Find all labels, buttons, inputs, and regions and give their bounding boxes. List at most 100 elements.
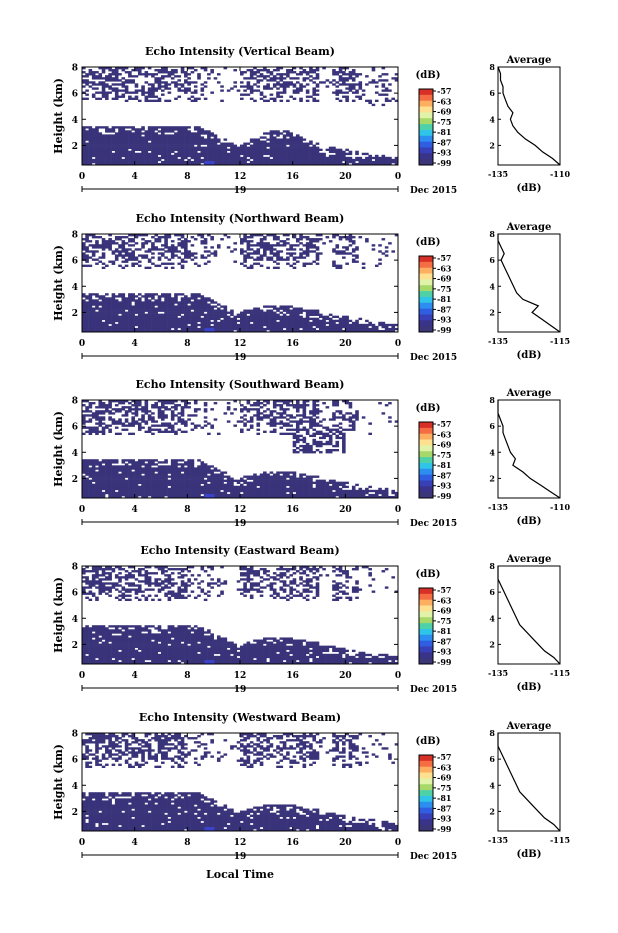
echo-cell [85,89,89,91]
echo-cell [128,320,132,322]
echo-cell [85,126,89,128]
echo-cell [138,476,142,478]
echo-cell [89,145,93,147]
echo-cell [243,71,247,73]
echo-cell [355,159,359,161]
echo-cell [171,161,175,163]
echo-cell [168,326,172,328]
echo-cell [385,328,389,330]
echo-cell [174,465,178,467]
echo-cell [145,310,149,312]
echo-cell [270,314,274,316]
echo-cell [112,461,116,463]
echo-cell [201,132,205,134]
echo-cell [210,157,214,159]
echo-cell [349,159,353,161]
echo-cell [191,96,195,98]
echo-cell [122,488,126,490]
echo-cell [135,465,139,467]
echo-cell [115,155,119,157]
echo-cell [105,474,109,476]
echo-cell [276,494,280,496]
echo-cell [335,161,339,163]
echo-cell [112,328,116,330]
echo-cell [187,240,191,242]
echo-cell [273,244,277,246]
echo-cell [92,299,96,301]
echo-cell [224,308,228,310]
echo-cell [122,89,126,91]
echo-cell [181,153,185,155]
echo-cell [187,308,191,310]
echo-cell [289,471,293,473]
echo-cell [125,484,129,486]
echo-cell [217,159,221,161]
echo-cell [135,488,139,490]
echo-cell [158,149,162,151]
echo-cell [187,494,191,496]
echo-cell [224,490,228,492]
echo-cell [329,149,333,151]
echo-cell [296,316,300,318]
echo-cell [102,316,106,318]
echo-cell [138,161,142,163]
echo-cell [388,157,392,159]
echo-cell [355,326,359,328]
echo-cell [82,98,86,100]
colorbar-tick-label: -81 [437,127,451,137]
echo-cell [122,267,126,269]
echo-cell [332,236,336,238]
echo-cell [125,147,129,149]
echo-cell [276,322,280,324]
echo-cell [89,482,93,484]
echo-cell [276,482,280,484]
echo-cell [230,482,234,484]
echo-cell [181,312,185,314]
echo-cell [240,322,244,324]
echo-cell [210,299,214,301]
echo-cell [92,252,96,254]
echo-cell [125,326,129,328]
echo-cell [247,240,251,242]
echo-cell [326,443,330,445]
echo-cell [247,149,251,151]
echo-cell [276,83,280,85]
echo-cell [154,128,158,130]
echo-cell [194,126,198,128]
echo-cell [108,242,112,244]
echo-cell [151,314,155,316]
echo-cell [296,478,300,480]
echo-cell [276,149,280,151]
echo-cell [260,151,264,153]
echo-cell [372,244,376,246]
echo-cell [108,305,112,307]
echo-cell [276,94,280,96]
echo-cell [283,89,287,91]
echo-cell [108,310,112,312]
echo-cell [332,316,336,318]
echo-cell [174,494,178,496]
echo-cell [306,250,310,252]
echo-cell [263,474,267,476]
echo-cell [148,303,152,305]
average-line [498,67,560,165]
echo-cell [293,316,297,318]
echo-cell [214,482,218,484]
echo-cell [92,480,96,482]
echo-cell [263,136,267,138]
echo-cell [372,326,376,328]
echo-cell [95,132,99,134]
echo-cell [148,261,152,263]
echo-cell [164,486,168,488]
echo-cell [217,153,221,155]
echo-cell [289,486,293,488]
echo-cell [316,85,320,87]
echo-cell [266,482,270,484]
echo-cell [148,155,152,157]
echo-cell [138,89,142,91]
echo-cell [187,459,191,461]
echo-cell [82,310,86,312]
echo-cell [102,83,106,85]
echo-cell [207,147,211,149]
echo-cell [197,486,201,488]
